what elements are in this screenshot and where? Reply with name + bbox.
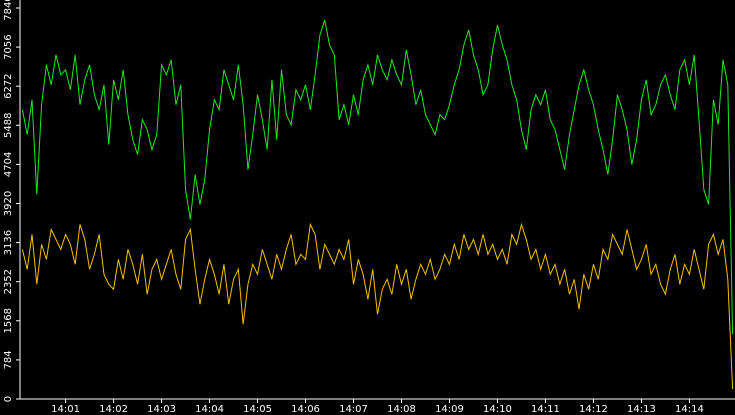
y-tick-label: 7840 — [3, 0, 14, 21]
y-tick-label: 6272 — [3, 73, 14, 98]
x-tick-label: 14:09 — [435, 404, 464, 415]
y-tick-label: 1568 — [3, 308, 14, 333]
series-line — [21, 19, 734, 335]
x-tick-label: 14:08 — [387, 404, 416, 415]
y-tick-label: 784 — [3, 350, 14, 369]
x-tick-label: 14:11 — [531, 404, 560, 415]
x-tick-label: 14:06 — [291, 404, 320, 415]
y-tick-label: 2352 — [3, 269, 14, 294]
y-tick-label: 7056 — [3, 34, 14, 59]
x-tick-label: 14:07 — [339, 404, 368, 415]
x-tick-label: 14:12 — [579, 404, 608, 415]
x-tick-label: 14:05 — [243, 404, 272, 415]
x-tick-label: 14:14 — [675, 404, 704, 415]
y-tick-label: 3920 — [3, 191, 14, 216]
x-tick-label: 14:04 — [195, 404, 224, 415]
x-tick-label: 14:10 — [483, 404, 512, 415]
y-tick-label: 0 — [3, 396, 14, 402]
y-tick-label: 3136 — [3, 230, 14, 255]
x-tick-label: 14:13 — [627, 404, 656, 415]
y-tick-label: 4704 — [3, 152, 14, 177]
y-tick-label: 5488 — [3, 113, 14, 138]
x-tick-label: 14:03 — [147, 404, 176, 415]
x-tick-label: 14:01 — [51, 404, 80, 415]
series-line — [21, 222, 734, 390]
x-tick-label: 14:02 — [99, 404, 128, 415]
